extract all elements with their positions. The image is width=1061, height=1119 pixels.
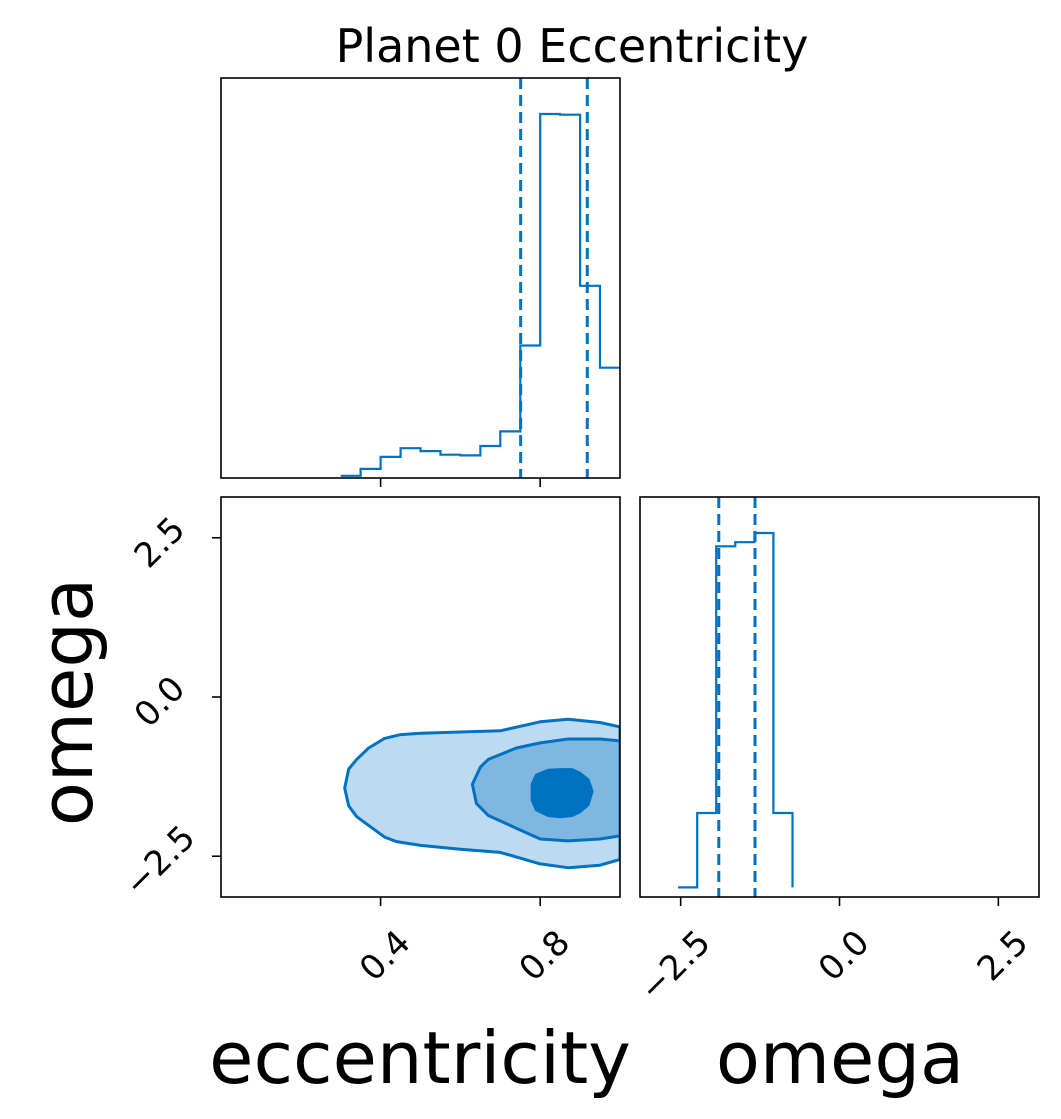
contour-fills	[345, 719, 620, 867]
histogram-omega	[678, 533, 792, 887]
y-tick-label-contour-0: 2.5	[127, 509, 194, 576]
y-tick-label-contour-1: 0.0	[127, 669, 194, 736]
x-tick-label-contour-1: 0.8	[512, 923, 579, 990]
histogram-eccentricity	[341, 114, 620, 476]
y-tick-label-contour-2: −2.5	[117, 818, 204, 905]
chart-title: Planet 0 Eccentricity	[336, 19, 809, 73]
contour-level-inner	[532, 770, 592, 817]
y-axis-label-omega: omega	[25, 578, 109, 826]
x-tick-label-omega-0: −2.5	[632, 923, 719, 1010]
x-axis-label-eccentricity: eccentricity	[209, 1016, 631, 1100]
x-tick-label-omega-2: 2.5	[970, 923, 1037, 990]
x-axis-label-omega: omega	[716, 1016, 964, 1100]
x-tick-label-contour-0: 0.4	[352, 923, 419, 990]
x-tick-label-omega-1: 0.0	[811, 923, 878, 990]
axes-frame-omega-histogram	[640, 497, 1039, 897]
axes-frame-eccentricity-histogram	[221, 78, 620, 478]
axes-frames	[221, 78, 1039, 897]
